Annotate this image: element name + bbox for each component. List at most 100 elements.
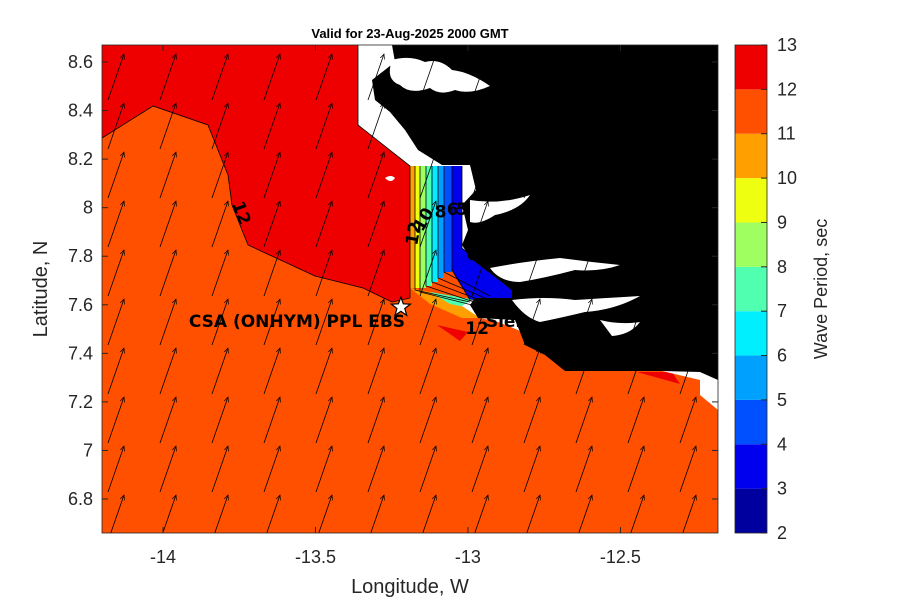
wave-arrow — [107, 299, 124, 346]
wave-arrow — [474, 495, 488, 533]
period-band-12-13-patch-east — [637, 372, 680, 384]
wave-arrow — [107, 152, 124, 199]
wave-arrow — [367, 152, 384, 199]
period-strip-10-11 — [410, 166, 415, 288]
wave-arrow — [575, 152, 592, 199]
colorbar-tick-label: 8 — [777, 257, 787, 277]
period-strip-8-9 — [420, 166, 426, 288]
wave-arrow — [471, 446, 488, 493]
wave-arrow — [107, 348, 124, 395]
wave-arrow — [315, 397, 332, 444]
period-band-12-13 — [102, 45, 410, 302]
wave-arrow — [679, 397, 696, 444]
wave-arrow — [419, 250, 436, 297]
wave-arrow — [627, 201, 644, 248]
wave-arrow — [523, 348, 540, 395]
colorbar-tick-label: 9 — [777, 212, 787, 232]
wave-arrow — [263, 54, 280, 101]
wave-arrow — [263, 201, 280, 248]
colorbar-segment — [735, 133, 767, 179]
wave-arrow — [370, 495, 384, 533]
wave-arrow — [526, 495, 540, 533]
wave-arrow — [315, 348, 332, 395]
contour-label: 3 — [462, 248, 484, 263]
wave-arrow — [679, 201, 696, 248]
wave-arrow — [214, 495, 228, 533]
wave-direction-arrows — [107, 54, 696, 533]
wave-arrow — [107, 103, 124, 150]
wave-arrow — [419, 152, 436, 199]
wave-arrow — [211, 152, 228, 199]
wave-arrow — [110, 495, 124, 533]
wave-arrow — [419, 299, 436, 346]
wave-arrow — [367, 54, 384, 101]
wave-arrow — [682, 495, 696, 533]
wave-arrow — [422, 495, 436, 533]
wave-arrow — [211, 348, 228, 395]
wave-arrow — [575, 299, 592, 346]
wave-arrow — [471, 397, 488, 444]
wave-arrow — [627, 250, 644, 297]
contour-line-4 — [451, 166, 512, 301]
colorbar-segment — [735, 89, 767, 134]
wave-arrow — [679, 446, 696, 493]
wave-arrow — [263, 397, 280, 444]
colorbar-segment — [735, 399, 767, 445]
wave-arrow — [159, 348, 176, 395]
wave-arrow — [679, 250, 696, 297]
colorbar-tick-label: 3 — [777, 479, 787, 499]
wave-arrow — [523, 103, 540, 150]
wave-arrow — [679, 103, 696, 150]
contour-label: 12 — [465, 319, 489, 339]
wave-arrow — [263, 299, 280, 346]
wave-arrow — [107, 397, 124, 444]
wave-arrow — [367, 446, 384, 493]
colorbar — [734, 44, 768, 534]
colorbar-tick-label: 12 — [777, 79, 797, 99]
wave-arrow — [627, 446, 644, 493]
wave-arrow — [211, 201, 228, 248]
wave-arrow — [315, 299, 332, 346]
contour-line-9 — [419, 166, 477, 307]
y-tick-label: 7.6 — [68, 295, 93, 315]
wave-arrow — [471, 299, 488, 346]
wave-arrow — [679, 152, 696, 199]
wave-arrow — [159, 152, 176, 199]
partial-place-label: Sier — [486, 312, 525, 332]
wave-arrow — [367, 103, 384, 150]
contour-line-6 — [437, 166, 486, 299]
axes-frame — [101, 44, 719, 534]
wave-arrow — [211, 103, 228, 150]
colorbar-segment — [735, 311, 767, 356]
wave-arrow — [679, 348, 696, 395]
wave-arrow — [627, 103, 644, 150]
wave-arrow — [318, 495, 332, 533]
colorbar-segment — [735, 444, 767, 489]
wave-arrow — [471, 201, 488, 248]
wave-arrow — [107, 201, 124, 248]
colorbar-segment — [735, 488, 767, 533]
contour-line-12 — [102, 105, 411, 303]
wave-arrow — [419, 397, 436, 444]
wave-arrow — [162, 495, 176, 533]
colorbar-segment — [735, 178, 767, 223]
wave-arrow — [211, 397, 228, 444]
wave-arrow — [627, 348, 644, 395]
colorbar-tick-label: 10 — [777, 168, 797, 188]
wave-arrow — [263, 446, 280, 493]
wave-arrow — [627, 299, 644, 346]
wave-arrow — [575, 348, 592, 395]
wave-arrow — [578, 495, 592, 533]
y-tick-label: 8.4 — [68, 101, 93, 121]
period-strip-9-10 — [415, 166, 420, 288]
estuary-north — [389, 57, 490, 93]
wave-arrow — [575, 250, 592, 297]
y-axis-label: Latitude, N — [30, 241, 52, 338]
wave-arrow — [575, 103, 592, 150]
colorbar-tick-label: 7 — [777, 301, 787, 321]
site-star-marker — [389, 295, 413, 317]
y-tick-label: 7.8 — [68, 246, 93, 266]
colorbar-tick-label: 11 — [777, 124, 796, 144]
wave-arrow — [367, 299, 384, 346]
